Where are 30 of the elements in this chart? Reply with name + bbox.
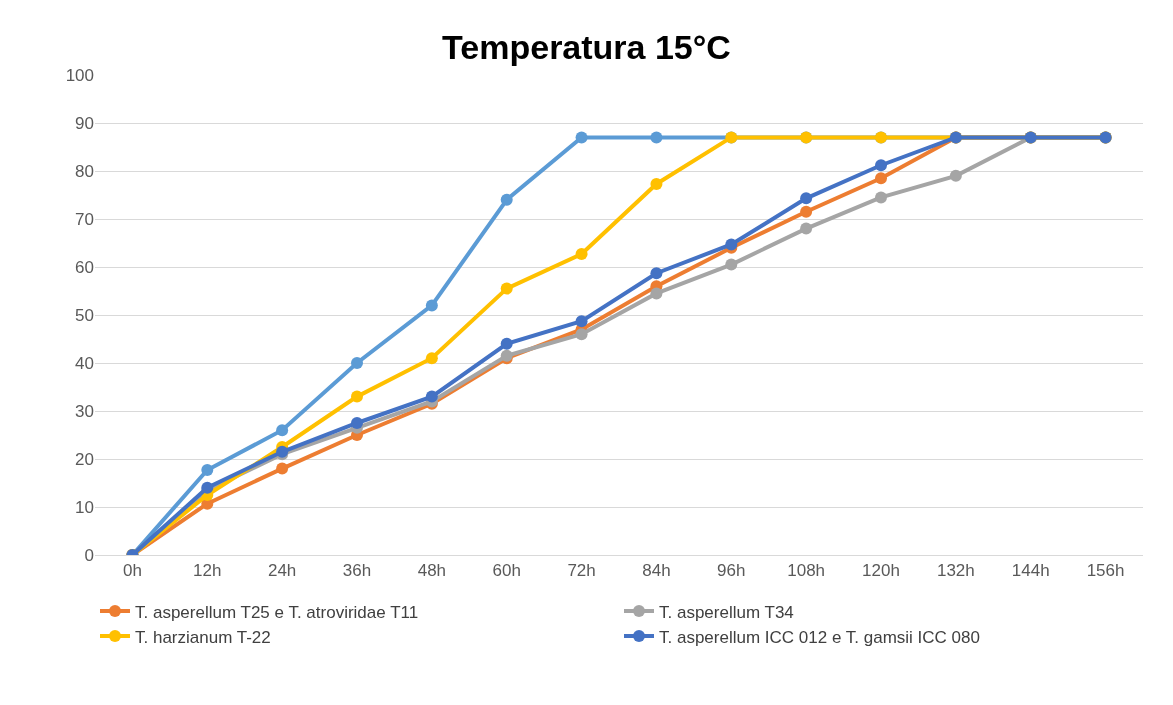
y-tick-label: 10: [75, 497, 94, 517]
x-tick-label: 72h: [567, 561, 596, 581]
legend-label: T. harzianum T-22: [135, 627, 271, 647]
y-tick-label: 80: [75, 161, 94, 181]
x-tick-label: 120h: [862, 561, 900, 581]
y-tick-label: 100: [65, 65, 94, 85]
x-tick-label: 156h: [1086, 561, 1125, 581]
x-tick-label: 24h: [267, 561, 297, 581]
y-tick-label: 90: [75, 113, 94, 133]
y-tick-label: 30: [75, 401, 94, 421]
x-tick-label: 48h: [417, 561, 447, 581]
x-tick-label: 84h: [642, 561, 671, 581]
x-tick-label: 96h: [717, 561, 746, 581]
legend-label: T. asperellum T25 e T. atroviridae T11: [135, 602, 419, 622]
legend-label: T. asperellum T34: [659, 602, 794, 622]
x-tick-label: 132h: [936, 561, 975, 581]
y-tick-label: 70: [75, 209, 94, 229]
y-tick-label: 50: [75, 305, 94, 325]
legend-label: T. asperellum ICC 012 e T. gamsii ICC 080: [659, 627, 980, 647]
x-tick-label: 12h: [193, 561, 222, 581]
x-tick-label: 36h: [342, 561, 372, 581]
x-tick-label: 144h: [1011, 561, 1050, 581]
y-tick-label: 60: [75, 257, 94, 277]
x-tick-label: 60h: [492, 561, 521, 581]
x-tick-label: 0h: [122, 561, 142, 581]
x-tick-label: 108h: [787, 561, 826, 581]
y-tick-label: 40: [75, 353, 94, 373]
chart-title: Temperatura 15°C: [442, 28, 731, 67]
y-tick-label: 20: [75, 449, 94, 469]
y-tick-label: 0: [84, 545, 94, 565]
